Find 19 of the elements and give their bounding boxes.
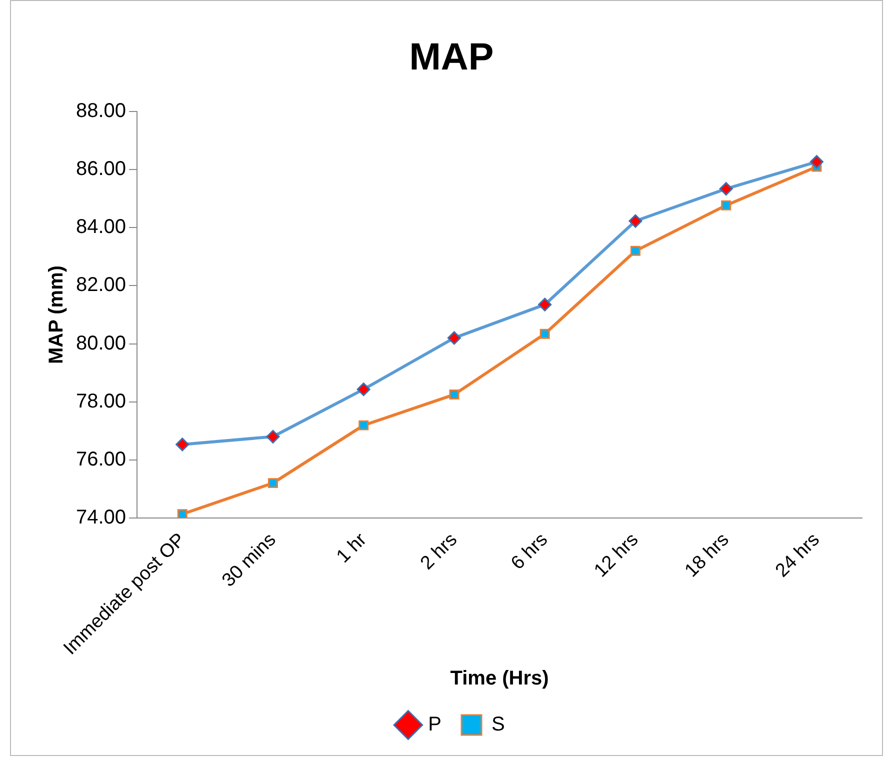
y-tick-label: 74.00 (76, 506, 126, 528)
y-tick-label: 76.00 (76, 448, 126, 470)
legend-label: S (492, 714, 505, 736)
y-tick-label: 78.00 (76, 390, 126, 412)
y-tick-label: 84.00 (76, 216, 126, 238)
x-tick-label: 6 hrs (507, 529, 552, 574)
y-axis-title: MAP (mm) (46, 265, 68, 364)
y-tick-label: 88.00 (76, 100, 126, 122)
x-tick-label: 1 hr (332, 528, 372, 568)
legend-label: P (428, 714, 442, 736)
y-tick-label: 86.00 (76, 158, 126, 180)
y-tick-label: 80.00 (76, 332, 126, 354)
y-tick-label: 82.00 (76, 274, 126, 296)
x-tick-label: 24 hrs (772, 529, 824, 582)
x-tick-label: 12 hrs (590, 529, 643, 582)
x-tick-label: 2 hrs (416, 529, 462, 574)
chart-title: MAP (409, 36, 494, 78)
x-tick-label: 18 hrs (681, 529, 734, 582)
x-axis-title: Time (Hrs) (450, 668, 549, 690)
